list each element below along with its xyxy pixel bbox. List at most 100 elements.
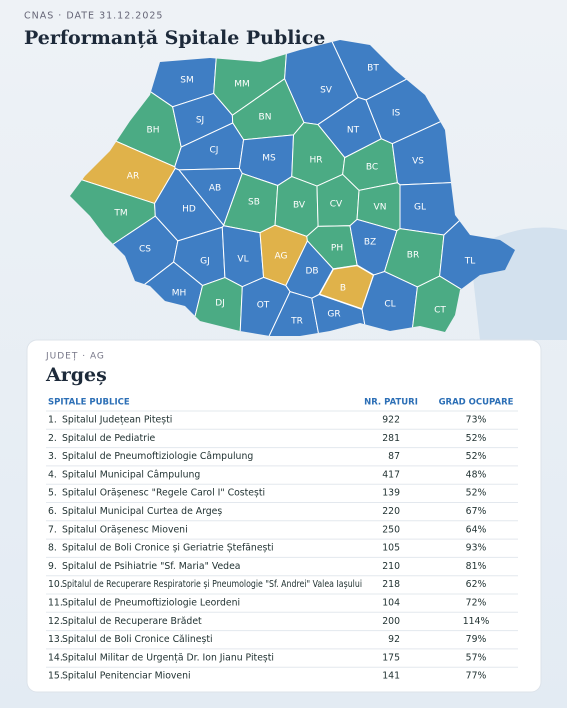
rank: 11. — [48, 598, 63, 609]
county-label: GJ — [200, 257, 210, 267]
beds: 218 — [382, 579, 400, 590]
county-label: BT — [367, 64, 379, 74]
title: Performanță Spitale Publice — [24, 27, 325, 49]
beds: 87 — [388, 451, 400, 462]
map — [70, 40, 515, 336]
rank: 12. — [48, 616, 63, 627]
occupancy: 52% — [466, 488, 487, 499]
county-label: CL — [384, 300, 395, 310]
county-label: VL — [237, 255, 248, 265]
hospital-name: Spitalul Militar de Urgență Dr. Ion Jian… — [62, 652, 274, 663]
hospital-name: Spitalul de Pediatrie — [62, 433, 156, 444]
county-label: HR — [309, 156, 322, 166]
occupancy: 48% — [466, 469, 487, 480]
hospital-name: Spitalul de Recuperare Brădet — [62, 616, 202, 627]
rank: 7. — [48, 524, 57, 535]
county-label: TL — [464, 257, 476, 267]
county-label: TR — [290, 317, 303, 327]
county-label: VS — [412, 157, 424, 167]
county-label: VN — [374, 203, 387, 213]
beds: 922 — [382, 415, 400, 426]
rank: 4. — [48, 469, 57, 480]
county-label: GR — [327, 310, 340, 320]
county-label: SM — [180, 76, 193, 86]
panel-title: Argeș — [45, 364, 107, 386]
county-label: CS — [139, 245, 151, 255]
map-labels: SM MM BT SV BH SJ BN IS NT CJ MS HR BC VS AR AB SB BV CV VN… — [113, 64, 475, 327]
county — [70, 261, 204, 336]
county-label: NT — [347, 126, 360, 136]
hospital-name: Spitalul de Pneumoftiziologie Leordeni — [62, 598, 240, 609]
hospital-name: Spitalul Penitenciar Mioveni — [62, 671, 191, 682]
occupancy: 57% — [466, 652, 487, 663]
county-label: HD — [182, 205, 196, 215]
occupancy: 72% — [466, 598, 487, 609]
county-label: B — [340, 284, 346, 294]
county-label: BR — [407, 251, 419, 261]
beds: 281 — [382, 433, 400, 444]
occupancy: 77% — [466, 671, 487, 682]
rank: 9. — [48, 561, 57, 572]
county-label: BN — [259, 113, 272, 123]
hospital-name: Spitalul de Recuperare Respiratorie și P… — [62, 579, 362, 590]
county-label: MM — [234, 80, 250, 90]
panel — [26, 339, 542, 693]
hospital-name: Spitalul de Boli Cronice Călinești — [62, 634, 213, 645]
county-label: CT — [434, 306, 446, 316]
beds: 104 — [382, 598, 400, 609]
beds: 92 — [388, 634, 400, 645]
occupancy: 93% — [466, 543, 487, 554]
county-label: OT — [257, 301, 270, 311]
occupancy: 81% — [466, 561, 487, 572]
county-label: SJ — [196, 116, 204, 126]
beds: 139 — [382, 488, 400, 499]
hospital-name: Spitalul de Boli Cronice și Geriatrie Șt… — [62, 543, 274, 554]
occupancy: 62% — [466, 579, 487, 590]
beds: 141 — [382, 671, 400, 682]
county-label: AG — [275, 252, 288, 262]
rank: 10. — [48, 579, 63, 590]
rank: 14. — [48, 652, 63, 663]
occupancy: 73% — [466, 415, 487, 426]
county-label: BV — [293, 201, 306, 211]
hospital-name: Spitalul Municipal Câmpulung — [62, 469, 200, 480]
rank: 1. — [48, 415, 57, 426]
county-label: BZ — [364, 238, 376, 248]
beds: 220 — [382, 506, 400, 517]
county-label: CV — [330, 200, 343, 210]
hospital-name: Spitalul Județean Pitești — [62, 415, 172, 426]
rank: 3. — [48, 451, 57, 462]
rank: 6. — [48, 506, 57, 517]
occupancy: 52% — [466, 433, 487, 444]
county-label: DB — [305, 267, 318, 277]
beds: 417 — [382, 469, 400, 480]
occupancy: 79% — [466, 634, 487, 645]
county-label: MH — [172, 289, 187, 299]
county-label: DJ — [215, 299, 225, 309]
county-label: BC — [366, 163, 378, 173]
rank: 8. — [48, 543, 57, 554]
beds: 210 — [382, 561, 400, 572]
county-label: MS — [262, 154, 276, 164]
source: CNAS · DATE 31.12.2025 — [24, 11, 163, 22]
hospital-name: Spitalul Orășenesc "Regele Carol I" Cost… — [62, 488, 265, 499]
beds: 175 — [382, 652, 400, 663]
column-header: SPITALE PUBLICE — [48, 398, 130, 408]
county-label: AB — [209, 184, 221, 194]
table: 1. Spitalul Județean Pitești 922 73% 2. Spita… — [46, 410, 518, 682]
occupancy: 52% — [466, 451, 487, 462]
column-header: NR. PATURI — [364, 398, 418, 408]
rank: 13. — [48, 634, 63, 645]
county-label: SV — [320, 86, 333, 96]
county-label: TM — [113, 209, 127, 219]
occupancy: 67% — [466, 506, 487, 517]
beds: 200 — [382, 616, 400, 627]
occupancy: 114% — [463, 616, 490, 627]
rank: 2. — [48, 433, 57, 444]
hospital-name: Spitalul Orășenesc Mioveni — [62, 524, 188, 535]
occupancy: 64% — [466, 524, 487, 535]
county-label: SB — [248, 198, 260, 208]
county-label: GL — [414, 203, 426, 213]
